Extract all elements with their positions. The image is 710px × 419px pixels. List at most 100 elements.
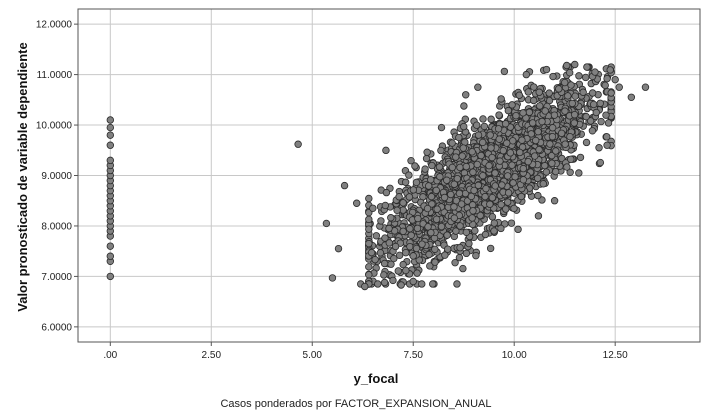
data-point: [591, 68, 599, 76]
data-point: [352, 199, 361, 207]
data-point: [294, 140, 302, 148]
data-point: [518, 136, 526, 144]
data-point: [494, 125, 503, 133]
data-point: [395, 251, 404, 260]
data-point: [501, 120, 510, 128]
data-point: [380, 271, 388, 279]
data-point: [427, 175, 435, 184]
data-points: [106, 60, 650, 291]
data-point: [390, 254, 398, 263]
data-point: [487, 144, 495, 152]
data-point: [524, 157, 532, 166]
data-point: [592, 108, 600, 117]
data-point: [588, 127, 597, 135]
y-tick-label: 7.0000: [41, 272, 72, 283]
data-point: [581, 73, 590, 82]
data-point: [428, 161, 436, 170]
data-point: [503, 172, 512, 180]
data-point: [450, 180, 458, 188]
data-point: [595, 144, 603, 152]
data-point: [456, 222, 464, 230]
data-point: [548, 151, 556, 160]
data-point: [376, 249, 385, 257]
data-point: [496, 157, 504, 165]
x-tick-label: .00: [103, 350, 117, 361]
data-point: [451, 258, 459, 267]
data-point: [409, 277, 417, 286]
data-point: [603, 133, 611, 141]
data-point: [549, 72, 557, 81]
data-point: [322, 219, 331, 228]
data-point: [488, 153, 496, 162]
data-point: [535, 145, 543, 154]
data-point: [424, 223, 432, 231]
data-point: [476, 211, 484, 220]
data-point: [488, 213, 497, 221]
data-point: [588, 89, 597, 97]
data-point: [394, 267, 402, 275]
data-point: [429, 280, 437, 288]
data-point: [414, 214, 422, 223]
data-point: [371, 255, 379, 264]
grid-lines: [78, 9, 700, 342]
data-point: [539, 180, 548, 188]
data-point: [448, 163, 457, 172]
data-point: [485, 161, 493, 170]
data-point: [552, 147, 560, 155]
x-tick-label: 7.50: [403, 350, 423, 361]
data-point: [455, 133, 463, 142]
data-point: [413, 269, 421, 277]
data-point: [490, 227, 498, 235]
data-point: [522, 70, 531, 79]
data-point: [409, 186, 418, 194]
data-point: [334, 244, 343, 253]
data-point: [538, 117, 546, 126]
data-point: [583, 63, 591, 71]
data-point: [641, 83, 650, 91]
data-point: [393, 206, 401, 214]
data-point: [423, 148, 431, 156]
x-tick-label: 12.50: [603, 350, 628, 361]
data-point: [441, 251, 449, 259]
data-point: [487, 115, 495, 123]
data-point: [491, 182, 499, 190]
data-point: [582, 138, 591, 147]
data-point: [432, 186, 440, 195]
data-point: [447, 190, 455, 199]
data-point: [405, 171, 413, 179]
data-point: [365, 215, 373, 224]
data-point: [627, 93, 636, 101]
data-point: [468, 148, 476, 156]
data-point: [502, 205, 510, 213]
data-point: [557, 129, 566, 137]
data-point: [450, 203, 458, 211]
data-point: [413, 224, 422, 233]
data-point: [566, 132, 574, 141]
data-point: [602, 111, 610, 119]
data-point: [440, 193, 449, 202]
data-point: [576, 153, 585, 162]
data-point: [444, 245, 452, 253]
chart-footnote: Casos ponderados por FACTOR_EXPANSION_AN…: [220, 398, 491, 410]
data-point: [407, 157, 415, 165]
data-point: [533, 174, 542, 183]
x-tick-label: 10.00: [502, 350, 527, 361]
data-point: [453, 280, 461, 288]
data-point: [510, 204, 518, 213]
data-point: [479, 115, 487, 123]
data-point: [611, 75, 619, 84]
data-point: [106, 252, 115, 260]
data-point: [427, 228, 435, 237]
data-point: [566, 168, 574, 176]
data-point: [507, 219, 516, 227]
data-point: [561, 140, 569, 148]
data-point: [423, 204, 432, 213]
data-point: [409, 252, 417, 260]
data-point: [469, 207, 477, 215]
data-point: [499, 146, 507, 155]
data-point: [381, 201, 390, 210]
data-point: [459, 144, 467, 152]
data-point: [387, 214, 395, 222]
data-point: [567, 81, 575, 89]
data-point: [477, 151, 485, 160]
